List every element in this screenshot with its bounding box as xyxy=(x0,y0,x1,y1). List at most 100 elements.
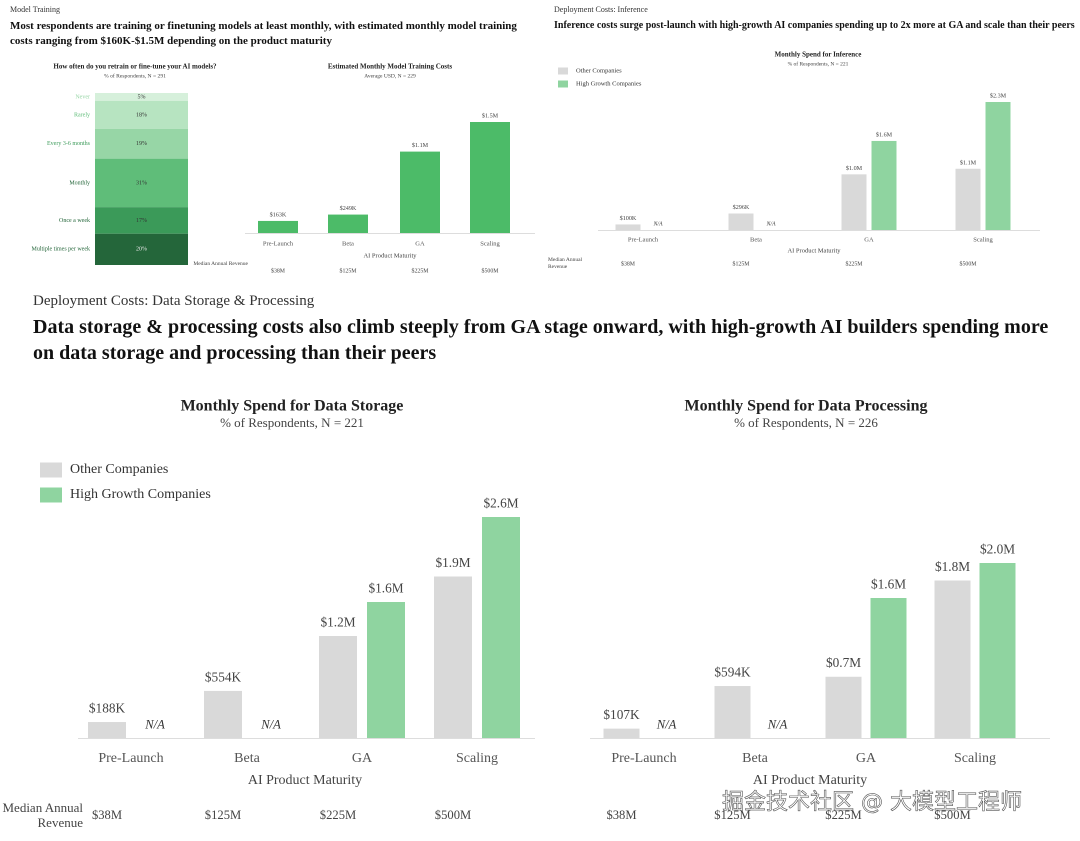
value-label: $554K xyxy=(205,669,242,684)
value-label: $163K xyxy=(270,212,287,219)
bar xyxy=(367,602,405,738)
x-tick-label: GA xyxy=(352,751,373,766)
section-label: Deployment Costs: Data Storage & Process… xyxy=(33,293,315,309)
section-label: Model Training xyxy=(10,5,61,14)
legend-swatch xyxy=(558,80,568,88)
value-label: $2.6M xyxy=(483,495,518,510)
revenue-value: $500M xyxy=(960,260,978,267)
stack-segment xyxy=(95,128,188,159)
value-label: $0.7M xyxy=(826,655,861,670)
stack-segment xyxy=(95,158,188,208)
bar xyxy=(825,676,862,738)
category-label: Rarely xyxy=(74,112,90,118)
bar xyxy=(985,102,1011,230)
bar xyxy=(400,151,440,233)
revenue-value: $500M xyxy=(934,808,970,822)
chart-subtitle: % of Respondents, N = 291 xyxy=(104,72,166,79)
category-label: Never xyxy=(75,94,90,100)
revenue-value: $225M xyxy=(320,808,356,822)
segment-label: 20% xyxy=(136,247,147,253)
x-tick-label: GA xyxy=(856,751,877,766)
value-label: $594K xyxy=(714,664,751,679)
bar xyxy=(88,722,126,738)
revenue-value: $125M xyxy=(714,808,750,822)
bar xyxy=(870,598,907,738)
x-tick-label: Pre-Launch xyxy=(263,240,294,247)
category-label: Every 3-6 months xyxy=(47,141,91,147)
legend-swatch xyxy=(40,487,62,503)
bar xyxy=(841,174,867,230)
revenue-value: $38M xyxy=(621,260,636,267)
chart-title: How often do you retrain or fine-tune yo… xyxy=(53,63,217,71)
bar xyxy=(955,168,981,230)
revenue-value: $500M xyxy=(482,267,500,274)
x-tick-label: Pre-Launch xyxy=(628,236,659,243)
section-heading: Data storage & processing costs also cli… xyxy=(33,316,1049,364)
value-label: $2.0M xyxy=(980,541,1015,556)
value-label: $107K xyxy=(603,707,640,722)
value-label: $1.1M xyxy=(960,159,977,166)
legend-label: Other Companies xyxy=(70,462,168,477)
segment-label: 19% xyxy=(136,141,147,147)
x-tick-label: Beta xyxy=(234,751,260,766)
revenue-value: $225M xyxy=(825,808,861,822)
x-tick-label: Scaling xyxy=(954,751,996,766)
category-label: Monthly xyxy=(69,180,90,186)
revenue-value: $38M xyxy=(92,808,122,822)
row-label: Median Annual Revenue xyxy=(193,261,248,267)
stack-segment xyxy=(95,207,188,234)
bar xyxy=(204,690,242,738)
legend-swatch xyxy=(558,67,568,75)
chart-subtitle: % of Respondents, N = 226 xyxy=(734,415,878,430)
chart-title: Monthly Spend for Data Processing xyxy=(685,398,928,415)
x-tick-label: Scaling xyxy=(456,751,498,766)
value-label: $2.3M xyxy=(990,93,1007,100)
value-label: $1.1M xyxy=(412,142,429,149)
bar xyxy=(434,576,472,738)
legend-label: Other Companies xyxy=(576,67,622,74)
category-label: Multiple times per week xyxy=(32,247,91,253)
x-tick-label: Scaling xyxy=(973,236,993,243)
x-axis-title: AI Product Maturity xyxy=(787,247,841,254)
x-tick-label: Pre-Launch xyxy=(611,751,676,766)
stack-segment xyxy=(95,100,188,129)
x-tick-label: Scaling xyxy=(480,240,500,247)
bar xyxy=(615,224,641,230)
chart-title: Estimated Monthly Model Training Costs xyxy=(328,63,452,71)
na-label: N/A xyxy=(260,717,281,731)
revenue-value: $125M xyxy=(733,260,751,267)
na-label: N/A xyxy=(656,717,677,731)
na-label: N/A xyxy=(765,221,776,227)
value-label: $1.9M xyxy=(435,555,470,570)
x-tick-label: Beta xyxy=(742,751,768,766)
section-heading: Most respondents are training or finetun… xyxy=(10,20,517,47)
category-label: Once a week xyxy=(59,218,90,224)
chart-subtitle: Average USD, N = 229 xyxy=(364,73,416,79)
value-label: $1.6M xyxy=(876,132,893,139)
stack-segment xyxy=(95,93,188,101)
x-tick-label: Beta xyxy=(750,236,762,243)
row-label: Median Annual Revenue xyxy=(548,257,583,270)
revenue-value: $500M xyxy=(435,808,471,822)
chart-title: Monthly Spend for Inference xyxy=(775,51,862,59)
legend-label: High Growth Companies xyxy=(70,487,211,502)
revenue-value: $225M xyxy=(846,260,864,267)
segment-label: 18% xyxy=(136,112,147,118)
bar xyxy=(934,580,971,738)
bar xyxy=(328,214,368,233)
bar xyxy=(470,122,510,233)
value-label: $188K xyxy=(89,700,126,715)
bar xyxy=(482,517,520,738)
na-label: N/A xyxy=(144,717,165,731)
watermark: 掘金技术社区 @ 大模型工程师 xyxy=(722,790,1022,815)
value-label: $296K xyxy=(733,204,750,211)
x-axis-title: AI Product Maturity xyxy=(363,252,417,259)
chart-subtitle: % of Respondents, N = 221 xyxy=(220,415,364,430)
segment-label: 17% xyxy=(136,218,147,224)
bar xyxy=(319,636,357,738)
bar xyxy=(871,140,897,230)
segment-label: 31% xyxy=(136,180,147,186)
stack-segment xyxy=(95,233,188,265)
